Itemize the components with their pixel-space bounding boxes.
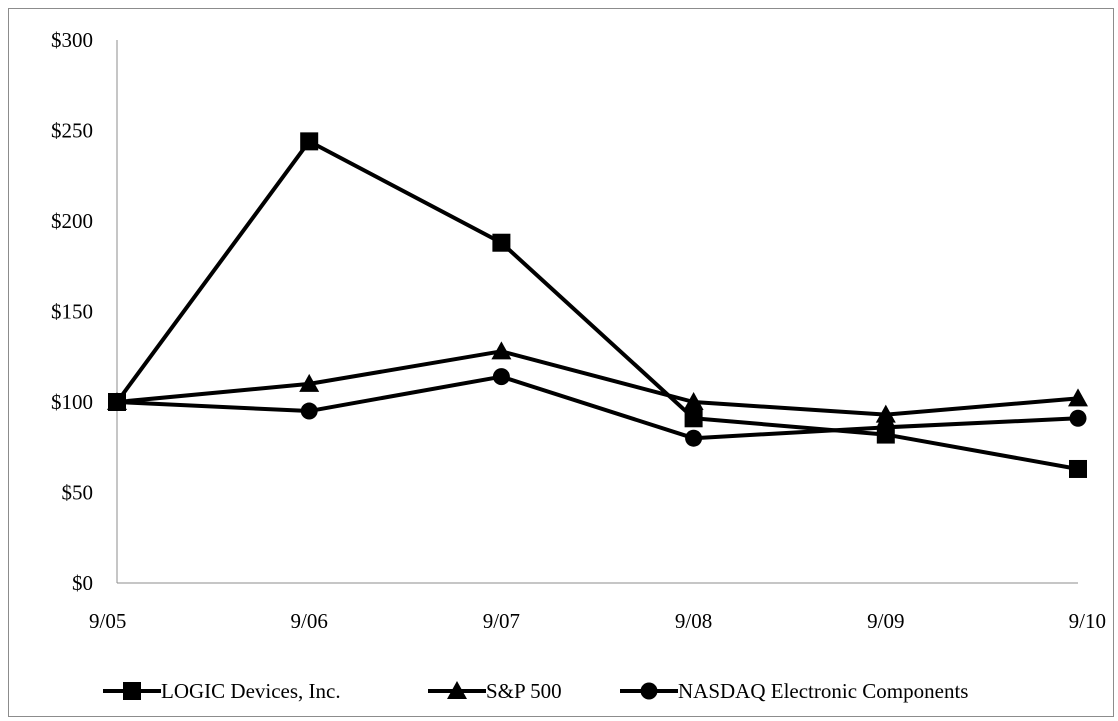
x-tick-labels: 9/05 9/06 9/07 9/08 9/09 9/10 <box>89 609 1106 633</box>
legend-item: LOGIC Devices, Inc. <box>103 679 341 703</box>
x-tick-label: 9/10 <box>1069 609 1106 633</box>
chart-frame <box>8 8 1114 717</box>
data-point-circle <box>108 393 126 411</box>
legend-label: LOGIC Devices, Inc. <box>161 679 341 703</box>
y-tick-label: $250 <box>51 119 93 143</box>
legend-marker-circle <box>640 682 658 700</box>
legend-item: S&P 500 <box>428 679 562 703</box>
series-circle <box>108 368 1087 447</box>
y-tick-label: $300 <box>51 28 93 52</box>
data-point-triangle <box>491 341 512 360</box>
x-tick-label: 9/07 <box>483 609 520 633</box>
series-line <box>115 139 1079 471</box>
legend-label: S&P 500 <box>486 679 562 703</box>
y-tick-label: $50 <box>62 481 94 505</box>
series-layer <box>107 132 1088 478</box>
data-point-triangle <box>299 373 320 392</box>
legend-marker-square <box>123 682 141 700</box>
data-point-circle <box>300 402 318 420</box>
series-line <box>116 349 1079 417</box>
y-tick-label: $150 <box>51 300 93 324</box>
y-tick-labels: $0 $50 $100 $150 $200 $250 $300 <box>51 28 93 595</box>
series-square <box>108 132 1087 478</box>
x-tick-label: 9/05 <box>89 609 126 633</box>
legend-item: NASDAQ Electronic Components <box>620 679 968 703</box>
axes <box>116 40 1078 584</box>
data-point-circle <box>685 429 703 447</box>
x-tick-label: 9/09 <box>867 609 904 633</box>
data-point-circle <box>877 418 895 436</box>
data-point-square <box>492 233 511 252</box>
series-line <box>116 374 1079 441</box>
data-point-square <box>1069 459 1087 478</box>
legend-marker-triangle <box>447 681 467 699</box>
legend: LOGIC Devices, Inc. S&P 500 NASDAQ Electro… <box>103 679 968 703</box>
y-tick-label: $0 <box>72 571 93 595</box>
series-triangle <box>107 341 1088 423</box>
data-point-triangle <box>1068 388 1088 407</box>
y-tick-label: $100 <box>51 390 93 414</box>
x-tick-label: 9/08 <box>675 609 712 633</box>
y-tick-label: $200 <box>51 209 93 233</box>
data-point-square <box>300 132 319 151</box>
data-point-square <box>684 409 703 428</box>
data-point-circle <box>1069 409 1087 427</box>
data-point-triangle <box>683 392 704 410</box>
data-point-circle <box>492 368 510 386</box>
x-tick-label: 9/06 <box>291 609 328 633</box>
legend-label: NASDAQ Electronic Components <box>678 679 968 703</box>
data-point-triangle <box>875 404 896 423</box>
